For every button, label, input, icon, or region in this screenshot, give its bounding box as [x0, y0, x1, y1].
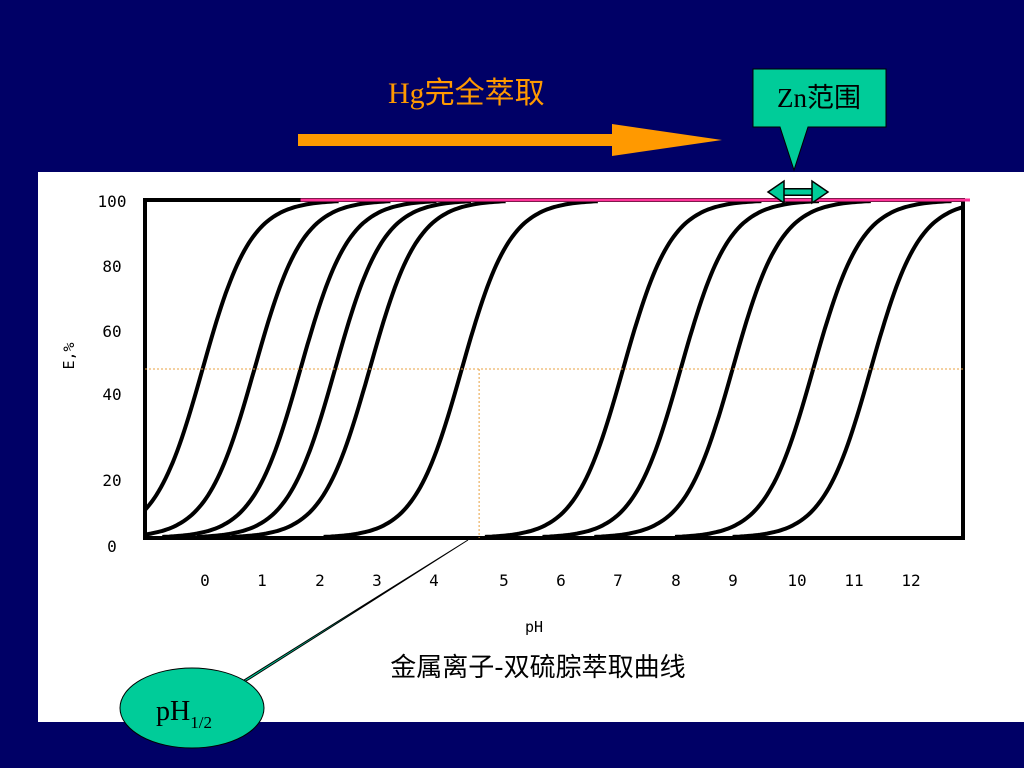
- y-tick-60: 60: [102, 322, 121, 341]
- extraction-curve-6: [323, 199, 598, 539]
- extraction-curve-3: [162, 199, 437, 539]
- chart-panel: [38, 172, 1024, 722]
- x-tick-8: 8: [671, 571, 681, 590]
- zn-range-text: Zn范围: [777, 83, 861, 113]
- y-tick-labels: 0 20 40 60 80 100: [98, 192, 127, 556]
- x-tick-2: 2: [315, 571, 325, 590]
- extraction-curve-2: [145, 199, 391, 537]
- y-tick-40: 40: [102, 385, 121, 404]
- extraction-curve-9: [594, 199, 871, 539]
- x-tick-0: 0: [200, 571, 210, 590]
- ph-half-label: pH1/2: [156, 696, 212, 732]
- y-tick-100: 100: [98, 192, 127, 211]
- x-tick-5: 5: [499, 571, 509, 590]
- x-tick-11: 11: [844, 571, 863, 590]
- ph-half-callout[interactable]: pH1/2: [119, 539, 469, 749]
- hg-arrow: [298, 124, 722, 156]
- extraction-curve-5: [231, 199, 506, 539]
- extraction-curve-7: [484, 199, 762, 539]
- x-tick-12: 12: [901, 571, 920, 590]
- y-tick-0: 0: [107, 537, 117, 556]
- x-tick-4: 4: [429, 571, 439, 590]
- hg-complete-extraction-label: Hg完全萃取: [388, 77, 545, 110]
- zn-range-arrow[interactable]: [766, 179, 830, 205]
- x-tick-9: 9: [728, 571, 738, 590]
- extraction-curve-1: [143, 199, 339, 512]
- x-tick-6: 6: [556, 571, 566, 590]
- x-tick-1: 1: [257, 571, 267, 590]
- y-axis-title: E,%: [60, 342, 78, 369]
- x-tick-7: 7: [613, 571, 623, 590]
- x-tick-10: 10: [787, 571, 806, 590]
- x-tick-labels: 0 1 2 3 4 5 6 7 8 9 10 11 12: [200, 571, 920, 590]
- x-axis-title: pH: [525, 618, 543, 636]
- reference-lines: [145, 198, 970, 538]
- y-tick-80: 80: [102, 257, 121, 276]
- extraction-curve-8: [542, 199, 820, 539]
- zn-range-callout[interactable]: Zn范围: [752, 68, 887, 172]
- extraction-curve-11: [732, 205, 964, 539]
- x-tick-3: 3: [372, 571, 382, 590]
- y-tick-20: 20: [102, 471, 121, 490]
- extraction-curve-4: [196, 199, 472, 539]
- chart-title: 金属离子-双硫腙萃取曲线: [390, 653, 685, 683]
